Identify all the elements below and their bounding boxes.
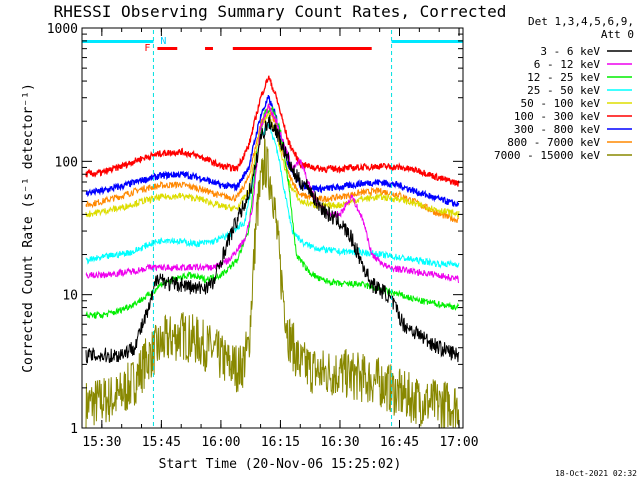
x-tick-label: 16:15 xyxy=(261,435,300,450)
y-tick-label: 1 xyxy=(70,422,78,437)
legend-label: 25 - 50 keV xyxy=(527,84,600,97)
y-tick-label: 1000 xyxy=(47,22,78,37)
night-interval-bar xyxy=(391,40,463,43)
flare-interval-bar xyxy=(205,47,213,50)
plot-frame xyxy=(81,27,464,429)
night-interval-bar xyxy=(82,40,154,43)
legend-label: 300 - 800 keV xyxy=(514,123,600,136)
legend-label: 100 - 300 keV xyxy=(514,110,600,123)
x-tick-label: 16:45 xyxy=(380,435,419,450)
series-line-5 xyxy=(85,110,460,218)
x-tick-label: 16:30 xyxy=(320,435,359,450)
x-tick-label: 15:45 xyxy=(142,435,181,450)
x-tick-label: 16:00 xyxy=(201,435,240,450)
chart-title: RHESSI Observing Summary Count Rates, Co… xyxy=(54,2,507,21)
y-axis-label: Corrected Count Rate (s⁻¹ detector⁻¹) xyxy=(21,83,36,373)
y-tick-label: 100 xyxy=(55,155,78,170)
timestamp: 18-Oct-2021 02:32 xyxy=(555,469,637,478)
series-line-3 xyxy=(85,106,460,320)
flare-interval-bar xyxy=(157,47,178,50)
legend-label: 6 - 12 keV xyxy=(534,58,601,71)
y-tick-label: 10 xyxy=(62,289,78,304)
legend-label: 7000 - 15000 keV xyxy=(494,149,600,162)
flare-interval-bar xyxy=(232,47,372,50)
legend-label: 800 - 7000 keV xyxy=(507,136,600,149)
night-flag-label: N xyxy=(160,36,166,47)
legend-header-line-1: Det 1,3,4,5,6,9, xyxy=(528,15,634,28)
legend-label: 50 - 100 keV xyxy=(521,97,601,110)
flare-flag-label: F xyxy=(144,43,150,54)
series-line-2 xyxy=(85,103,460,284)
x-tick-label: 17:00 xyxy=(439,435,478,450)
legend-label: 12 - 25 keV xyxy=(527,71,600,84)
x-axis-label: Start Time (20-Nov-06 15:25:02) xyxy=(159,457,402,472)
series-line-4 xyxy=(85,123,460,269)
series-line-1 xyxy=(85,114,460,364)
series-line-9 xyxy=(85,138,460,429)
series-line-6 xyxy=(85,75,460,187)
x-tick-label: 15:30 xyxy=(82,435,121,450)
legend-header-line-2: Att 0 xyxy=(601,28,634,41)
legend-label: 3 - 6 keV xyxy=(540,45,600,58)
